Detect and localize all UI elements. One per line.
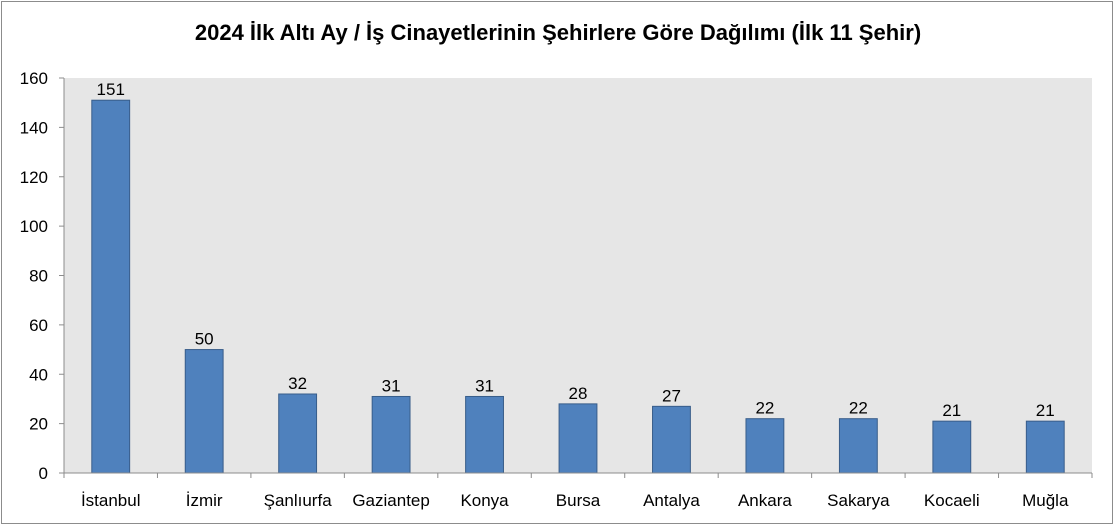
y-tick-label: 140: [20, 118, 48, 137]
y-tick-label: 20: [29, 415, 48, 434]
x-tick-label: Antalya: [643, 491, 700, 510]
x-tick-label: Kocaeli: [924, 491, 980, 510]
x-tick-label: Konya: [460, 491, 509, 510]
x-tick-label: Şanlıurfa: [264, 491, 333, 510]
y-tick-label: 160: [20, 69, 48, 88]
y-tick-label: 60: [29, 316, 48, 335]
bar: [91, 99, 131, 474]
y-tick-label: 80: [29, 267, 48, 286]
bar: [465, 395, 504, 474]
x-tick-label: Bursa: [556, 491, 601, 510]
bar: [371, 395, 411, 474]
x-tick-label: Ankara: [738, 491, 792, 510]
x-tick-label: Muğla: [1022, 491, 1069, 510]
data-label: 31: [475, 376, 494, 395]
bar: [932, 420, 972, 474]
x-tick-label: İstanbul: [81, 491, 141, 510]
bar: [838, 418, 878, 474]
x-tick-label: Sakarya: [827, 491, 890, 510]
data-label: 31: [382, 376, 401, 395]
x-axis-ticks: İstanbul İzmir Şanlıurfa Gaziantep Konya Burs…: [63, 473, 1093, 510]
bar: [745, 418, 785, 474]
bar: [1025, 420, 1065, 474]
x-tick-label: Gaziantep: [352, 491, 430, 510]
y-axis-ticks: 0 20 40 60 80 100 120 140 160: [20, 69, 64, 483]
data-label: 32: [288, 374, 307, 393]
data-label: 27: [662, 386, 681, 405]
bar: [278, 393, 318, 474]
bar: [652, 405, 691, 474]
bar: [558, 403, 598, 474]
data-label: 22: [849, 399, 868, 418]
y-tick-label: 40: [29, 365, 48, 384]
bars: 151 50 32 31 31 28 27 22 22 21 21: [91, 80, 1065, 474]
bar: [184, 349, 224, 474]
data-label: 50: [195, 330, 214, 349]
data-label: 21: [1036, 401, 1055, 420]
data-label: 151: [97, 80, 125, 99]
y-tick-label: 100: [20, 217, 48, 236]
chart-title: 2024 İlk Altı Ay / İş Cinayetlerinin Şeh…: [194, 20, 922, 45]
data-label: 22: [755, 399, 774, 418]
y-tick-label: 0: [39, 464, 48, 483]
data-label: 28: [569, 384, 588, 403]
x-tick-label: İzmir: [186, 491, 223, 510]
y-tick-label: 120: [20, 168, 48, 187]
data-label: 21: [942, 401, 961, 420]
